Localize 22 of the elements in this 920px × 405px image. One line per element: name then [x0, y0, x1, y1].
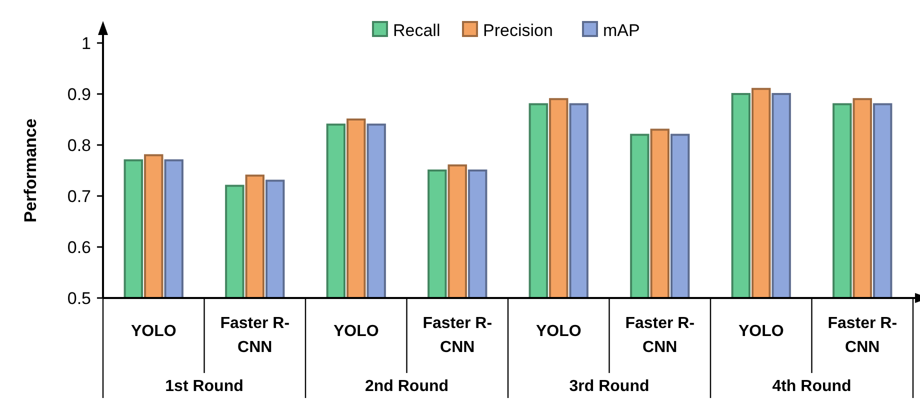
legend-label: Recall: [393, 20, 440, 40]
y-axis-title: Performance: [21, 118, 40, 222]
x-tick-label: Faster R-CNN: [828, 315, 898, 356]
x-tick-label: YOLO: [536, 323, 582, 340]
y-tick-label: 0.5: [67, 288, 91, 308]
text: 4th Round: [772, 378, 852, 395]
text: 2nd Round: [364, 378, 449, 395]
x-tick-label: YOLO: [130, 323, 176, 340]
y-tick-label: 0.6: [67, 238, 91, 257]
x-tick-label: Faster R-CNN: [625, 315, 695, 356]
text: 3rd Round: [569, 378, 650, 395]
x-tick-label: Faster R-CNN: [422, 315, 492, 356]
y-tick-label: 0.9: [67, 84, 91, 104]
x-tick-label: YOLO: [738, 323, 784, 340]
y-tick-label: 0.8: [67, 136, 91, 155]
legend-label: mAP: [603, 20, 640, 40]
x-tick-label: YOLO: [333, 323, 379, 340]
y-tick-label: 1: [82, 34, 91, 53]
y-tick-label: 0.7: [67, 186, 91, 206]
text: 1st Round: [165, 378, 244, 395]
legend-label: Precision: [483, 20, 553, 40]
x-tick-label: Faster R-CNN: [220, 315, 290, 356]
